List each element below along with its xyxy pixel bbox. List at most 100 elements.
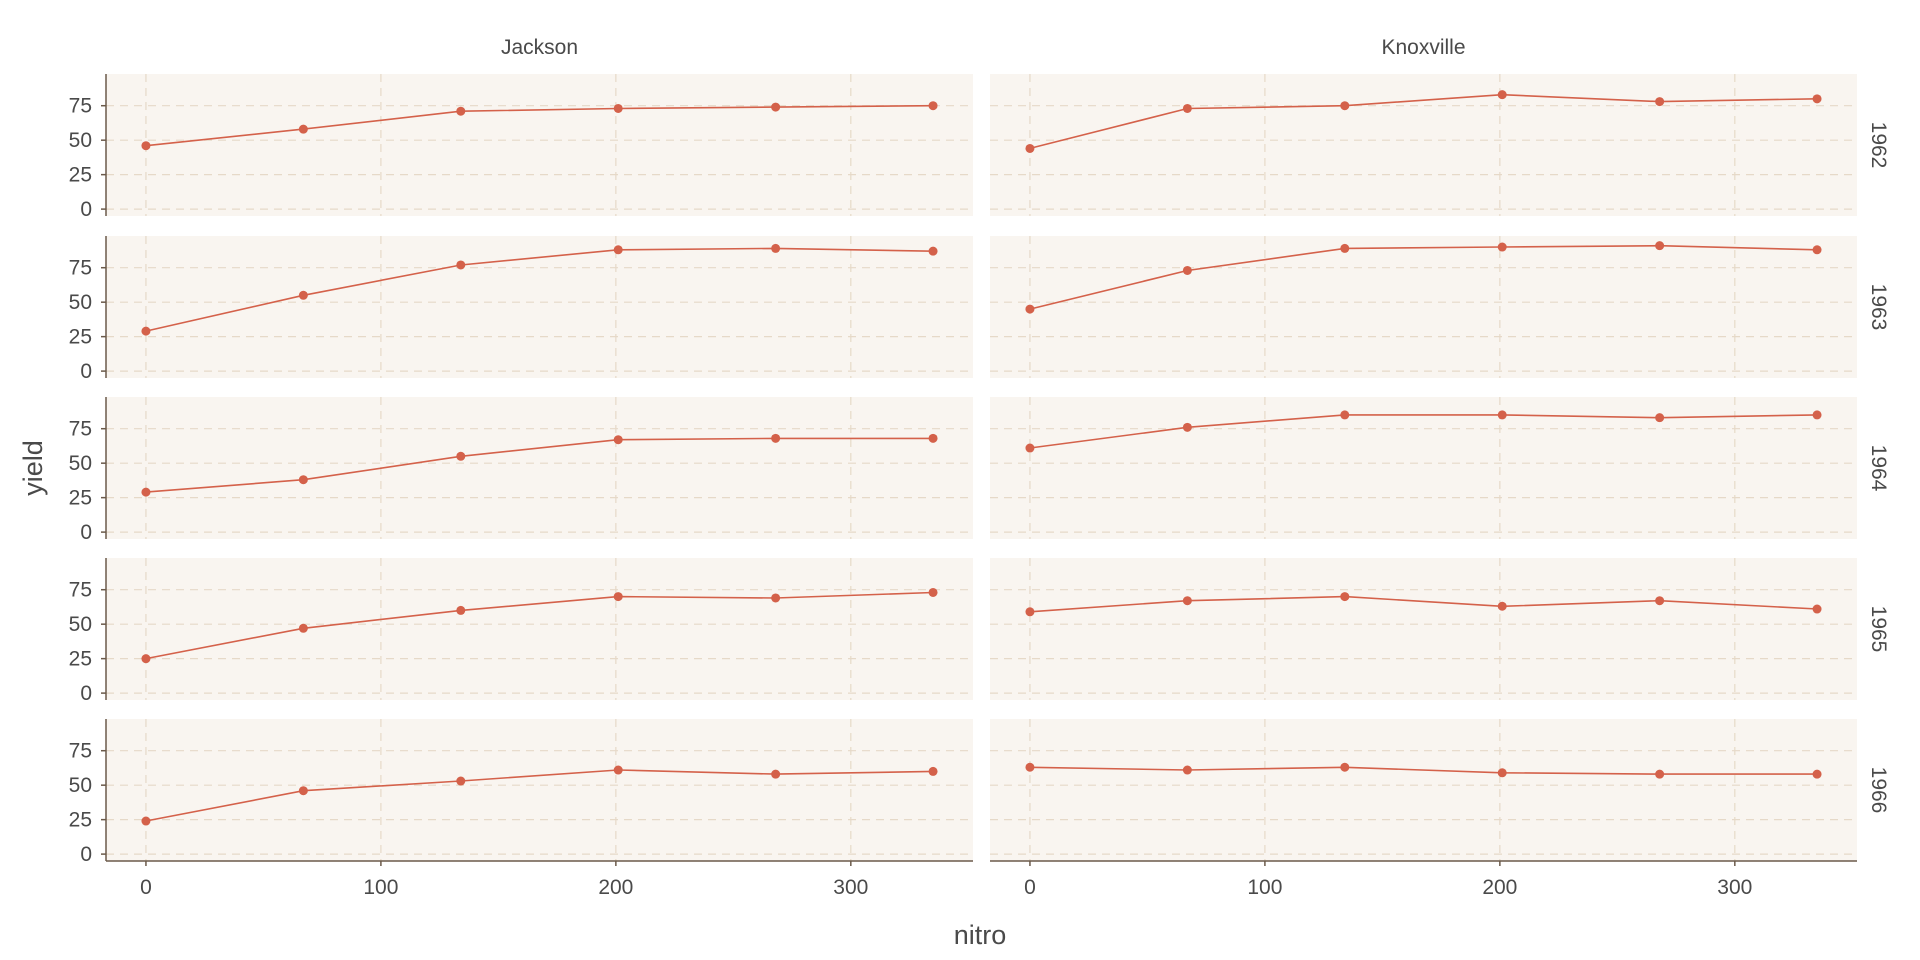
y-axis-1965: 0 25 50 75 xyxy=(69,558,107,705)
row-strip-label: 1962 xyxy=(1867,122,1890,169)
y-tick-label: 50 xyxy=(69,613,92,636)
data-point xyxy=(928,433,938,443)
data-point xyxy=(456,260,466,270)
data-point xyxy=(1340,410,1350,420)
x-axis-jackson: 0 100 200 300 xyxy=(106,860,973,899)
x-tick-label: 300 xyxy=(1717,876,1752,899)
data-point xyxy=(1025,762,1035,772)
x-tick-label: 100 xyxy=(363,876,398,899)
data-point xyxy=(928,766,938,776)
x-tick-label: 100 xyxy=(1247,876,1282,899)
series-line xyxy=(145,104,934,147)
panel-background xyxy=(106,719,973,861)
data-point xyxy=(141,326,151,336)
x-axis-title: nitro xyxy=(954,920,1007,950)
data-point xyxy=(1497,242,1507,252)
y-tick-label: 0 xyxy=(80,360,92,383)
y-tick-label: 25 xyxy=(69,164,92,187)
data-point xyxy=(613,765,623,775)
x-axis-knoxville: 0 100 200 300 xyxy=(990,860,1857,899)
data-point xyxy=(1497,410,1507,420)
series-line xyxy=(145,591,934,660)
data-point xyxy=(1812,769,1822,779)
panel-jackson-1964 xyxy=(106,397,973,539)
data-point xyxy=(1812,604,1822,614)
panel-background xyxy=(106,397,973,539)
y-tick-label: 0 xyxy=(80,521,92,544)
data-point xyxy=(298,623,308,633)
data-point xyxy=(141,654,151,664)
y-tick-label: 50 xyxy=(69,452,92,475)
row-strip-label: 1965 xyxy=(1867,606,1890,653)
data-point xyxy=(1340,243,1350,253)
panel-jackson-1965 xyxy=(106,558,973,700)
data-point xyxy=(1812,94,1822,104)
y-tick-label: 50 xyxy=(69,774,92,797)
x-tick-label: 0 xyxy=(140,876,152,899)
data-point xyxy=(928,587,938,597)
y-axis-1966: 0 25 50 75 xyxy=(69,719,107,866)
y-tick-label: 25 xyxy=(69,809,92,832)
data-point xyxy=(1655,769,1665,779)
panel-jackson-1962 xyxy=(106,74,973,216)
y-tick-label: 25 xyxy=(69,648,92,671)
y-tick-label: 75 xyxy=(69,579,92,602)
data-point xyxy=(771,593,781,603)
y-tick-label: 0 xyxy=(80,198,92,221)
column-strip-label: Jackson xyxy=(501,36,578,59)
panel-jackson-1963 xyxy=(106,236,973,378)
x-tick-label: 300 xyxy=(833,876,868,899)
panel-jackson-1966 xyxy=(106,719,973,861)
y-tick-label: 0 xyxy=(80,843,92,866)
data-point xyxy=(1182,422,1192,432)
y-tick-label: 0 xyxy=(80,682,92,705)
data-point xyxy=(1655,97,1665,107)
data-point xyxy=(1497,768,1507,778)
x-tick-label: 0 xyxy=(1024,876,1036,899)
data-point xyxy=(1025,607,1035,617)
data-point xyxy=(141,141,151,151)
data-point xyxy=(1812,410,1822,420)
row-strip-label: 1966 xyxy=(1867,767,1890,814)
panel-background xyxy=(106,558,973,700)
panel-knoxville-1964 xyxy=(990,397,1857,539)
data-point xyxy=(928,246,938,256)
panel-knoxville-1962 xyxy=(990,74,1857,216)
data-point xyxy=(1340,101,1350,111)
data-point xyxy=(456,451,466,461)
data-point xyxy=(928,101,938,111)
data-point xyxy=(456,605,466,615)
data-point xyxy=(456,776,466,786)
data-point xyxy=(1340,762,1350,772)
data-point xyxy=(1655,413,1665,423)
data-point xyxy=(613,103,623,113)
panels-layer: 0 25 50 75 0 25 50 75 0 25 50 75 0 25 50 75 0 25 50 75 0 100 2… xyxy=(69,36,1890,899)
y-axis-title: yield xyxy=(18,440,48,496)
data-point xyxy=(1497,90,1507,100)
panel-background xyxy=(990,719,1857,861)
series-line xyxy=(1029,595,1818,613)
panel-knoxville-1966 xyxy=(990,719,1857,861)
data-point xyxy=(1812,245,1822,255)
data-point xyxy=(613,435,623,445)
y-tick-label: 75 xyxy=(69,257,92,280)
y-tick-label: 75 xyxy=(69,418,92,441)
data-point xyxy=(1182,265,1192,275)
series-line xyxy=(145,247,934,332)
data-point xyxy=(771,243,781,253)
data-point xyxy=(1025,443,1035,453)
data-point xyxy=(141,816,151,826)
panel-background xyxy=(106,74,973,216)
data-point xyxy=(1182,103,1192,113)
panel-background xyxy=(990,236,1857,378)
data-point xyxy=(298,475,308,485)
panel-background xyxy=(990,558,1857,700)
data-point xyxy=(1025,304,1035,314)
y-axis-1962: 0 25 50 75 xyxy=(69,74,107,221)
panel-background xyxy=(990,74,1857,216)
data-point xyxy=(1340,592,1350,602)
y-tick-label: 25 xyxy=(69,326,92,349)
data-point xyxy=(613,245,623,255)
data-point xyxy=(298,290,308,300)
